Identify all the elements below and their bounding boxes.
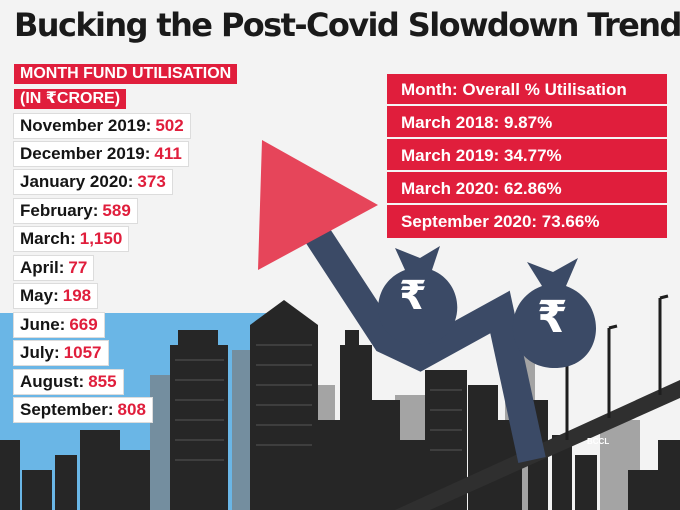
fund-utilisation-unit: (IN ₹CRORE) [14, 89, 127, 109]
image-credit: BCCL [587, 437, 610, 446]
list-item: May: 198 [14, 284, 98, 308]
month-label: May: [20, 286, 59, 305]
month-value: 808 [117, 400, 146, 419]
list-item: June: 669 [14, 313, 104, 337]
list-item: December 2019: 411 [14, 142, 188, 166]
money-bag-left [378, 246, 458, 345]
list-item: July: 1057 [14, 341, 108, 365]
foreground-buildings [0, 300, 680, 510]
money-bag-right [512, 258, 597, 368]
trend-line [306, 228, 546, 463]
month-value: 589 [102, 201, 131, 220]
month-label: November 2019: [20, 116, 152, 135]
overall-row: March 2020: 62.86% [387, 173, 667, 205]
month-value: 77 [68, 258, 88, 277]
fund-utilisation-heading: MONTH FUND UTILISATION [14, 64, 238, 84]
month-value: 1057 [63, 343, 102, 362]
month-value: 1,150 [79, 229, 123, 248]
month-label: March: [20, 229, 76, 248]
month-value: 411 [154, 144, 182, 163]
month-value: 669 [69, 315, 98, 334]
rupee-icon: ₹ [399, 273, 427, 319]
arrow-head [258, 140, 378, 270]
month-value: 373 [137, 172, 166, 191]
list-item: February: 589 [14, 199, 137, 223]
overall-utilisation-box: Month: Overall % Utilisation March 2018:… [387, 74, 667, 238]
month-label: June: [20, 315, 66, 334]
list-item: September: 808 [14, 398, 152, 422]
list-item: January 2020: 373 [14, 170, 172, 194]
street-lamps [565, 294, 669, 440]
list-item: August: 855 [14, 370, 123, 394]
month-label: August: [20, 372, 85, 391]
building-windows [175, 344, 462, 461]
page-title: Bucking the Post-Covid Slowdown Trend [14, 6, 680, 44]
month-label: February: [20, 201, 99, 220]
list-item: November 2019: 502 [14, 114, 190, 138]
overall-row: March 2018: 9.87% [387, 107, 667, 139]
month-value: 502 [155, 116, 184, 135]
rupee-icon: ₹ [537, 292, 568, 343]
month-value: 198 [62, 286, 92, 305]
month-label: September: [20, 400, 114, 419]
overall-row: September 2020: 73.66% [401, 212, 600, 231]
list-item: March: 1,150 [14, 227, 129, 251]
overall-row: March 2019: 34.77% [387, 140, 667, 172]
month-label: April: [20, 258, 65, 277]
month-label: July: [20, 343, 60, 362]
month-label: December 2019: [20, 144, 151, 163]
month-value: 855 [88, 372, 117, 391]
overall-heading: Month: Overall % Utilisation [387, 74, 667, 106]
month-label: January 2020: [20, 172, 134, 191]
list-item: April: 77 [14, 256, 94, 280]
